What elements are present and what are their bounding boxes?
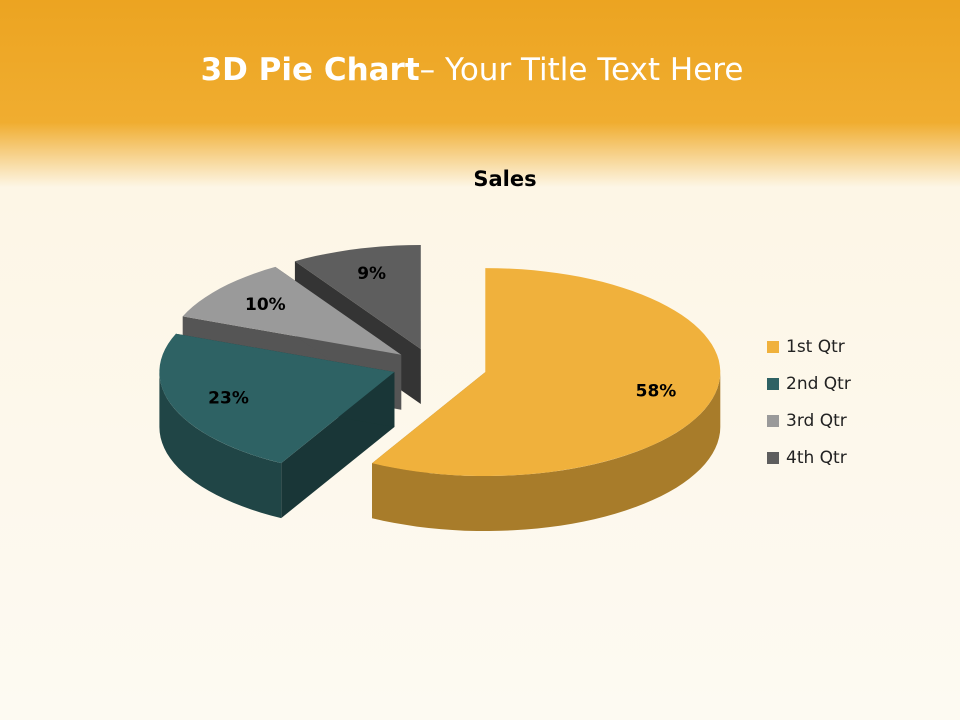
slice-top [182, 266, 402, 355]
legend-label: 1st Qtr [786, 337, 845, 357]
pie-slice [372, 268, 721, 531]
pie-slice [159, 333, 395, 519]
data-label: 58% [636, 381, 677, 401]
slice-wall [372, 372, 721, 531]
slide-title-bold: 3D Pie Chart [201, 52, 420, 88]
data-label: 10% [245, 295, 286, 315]
slice-top [372, 268, 721, 476]
data-label: 23% [208, 388, 249, 408]
legend-label: 3rd Qtr [786, 411, 847, 431]
legend-label: 2nd Qtr [786, 374, 851, 394]
slice-wall [159, 372, 282, 519]
slice-top [294, 245, 421, 349]
legend-swatch [767, 452, 779, 464]
legend-swatch [767, 378, 779, 390]
chart-title: Sales [473, 167, 536, 191]
legend-swatch [767, 415, 779, 427]
slide-title-rest: – Your Title Text Here [420, 52, 744, 88]
legend-label: 4th Qtr [786, 448, 847, 468]
pie: 58% 23% 10% 9% [159, 245, 721, 531]
slide-title: 3D Pie Chart– Your Title Text Here [201, 52, 744, 88]
slice-top [159, 333, 395, 464]
legend-swatch [767, 341, 779, 353]
data-label: 9% [357, 264, 386, 284]
legend: 1st Qtr 2nd Qtr 3rd Qtr 4th Qtr [767, 337, 851, 468]
